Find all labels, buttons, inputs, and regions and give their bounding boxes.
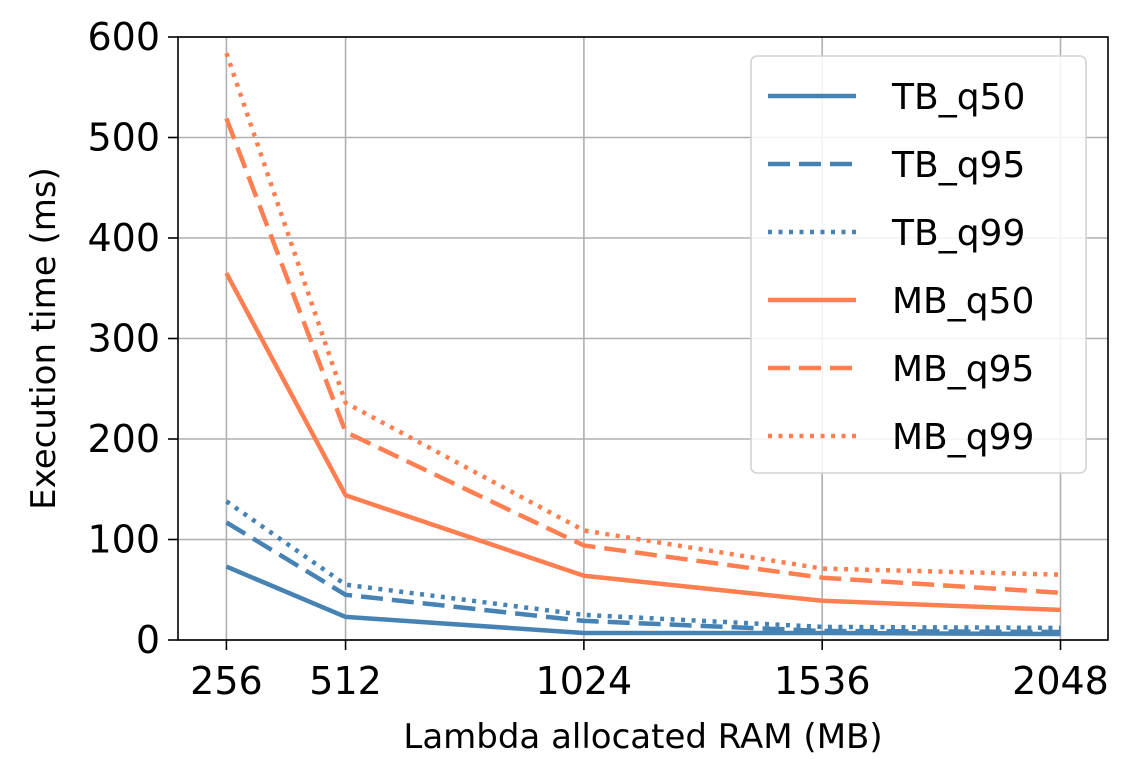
legend: TB_q50 TB_q95 TB_q99 MB_q50 MB_q95 MB_q99 bbox=[750, 55, 1087, 474]
legend-label: TB_q99 bbox=[891, 213, 1025, 254]
series-line-tb-q99 bbox=[225, 499, 1061, 631]
series-line-tb-q95 bbox=[225, 520, 1061, 635]
legend-label: TB_q95 bbox=[891, 145, 1025, 186]
legend-label: TB_q50 bbox=[891, 77, 1025, 118]
y-tick-label: 200 bbox=[87, 417, 160, 461]
series-line-mb-q50 bbox=[224, 272, 1061, 613]
y-tick-label: 400 bbox=[87, 216, 160, 260]
y-tick-label: 0 bbox=[136, 618, 160, 662]
legend-label: MB_q50 bbox=[892, 281, 1034, 322]
y-tick-label: 600 bbox=[87, 15, 160, 59]
series-lines bbox=[224, 52, 1061, 637]
x-axis-label: Lambda allocated RAM (MB) bbox=[403, 717, 882, 757]
x-tick-label: 2048 bbox=[1012, 659, 1109, 703]
legend-label: MB_q95 bbox=[892, 349, 1034, 390]
axis-ticks: 256 512 1024 1536 2048 0 100 200 300 400 500 600 bbox=[87, 15, 1108, 703]
y-tick-label: 300 bbox=[87, 317, 160, 361]
x-tick-label: 256 bbox=[190, 659, 263, 703]
legend-box bbox=[750, 55, 1087, 474]
x-tick-label: 512 bbox=[309, 659, 382, 703]
y-tick-label: 100 bbox=[87, 518, 160, 562]
x-tick-label: 1024 bbox=[536, 659, 633, 703]
x-tick-label: 1536 bbox=[774, 659, 871, 703]
y-axis-label: Execution time (ms) bbox=[24, 167, 64, 510]
series-line-mb-q95 bbox=[224, 117, 1061, 596]
legend-label: MB_q99 bbox=[892, 417, 1034, 458]
y-tick-label: 500 bbox=[87, 116, 160, 160]
